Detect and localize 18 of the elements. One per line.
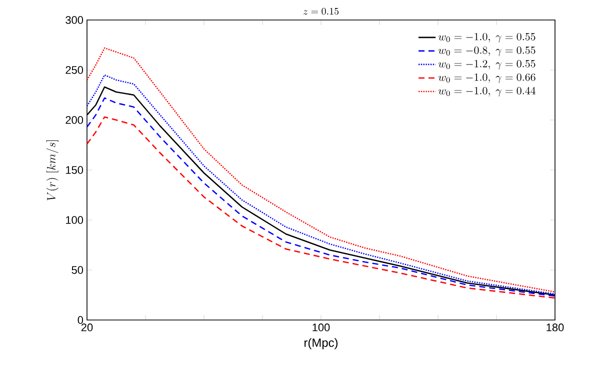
legend-label: $w_0 = -1.0,\ \gamma = 0.44$ [438, 86, 536, 97]
y-tick-label: 150 [66, 166, 84, 174]
y-tick-label: 300 [66, 16, 84, 24]
y-tick-label: 0 [78, 316, 84, 324]
legend-label: $w_0 = -1.0,\ \gamma = 0.55$ [438, 32, 536, 43]
y-tick-label: 250 [66, 66, 84, 74]
y-tick-label: 200 [66, 116, 84, 124]
y-axis-title: $V(r)\ [km/s]$ [46, 140, 58, 200]
legend-label: $w_0 = -1.0,\ \gamma = 0.66$ [438, 73, 536, 84]
chart-title: $z = 0.15$ [303, 8, 339, 15]
y-tick-label: 50 [72, 266, 84, 274]
legend-label: $w_0 = -1.2,\ \gamma = 0.55$ [438, 60, 536, 70]
x-tick-label: 20 [81, 324, 93, 332]
x-axis-title: r(Mpc) [304, 338, 338, 350]
x-tick-label: 100 [312, 324, 330, 332]
x-tick-label: 180 [546, 324, 564, 332]
legend-label: $w_0 = -0.8,\ \gamma = 0.55$ [438, 46, 536, 56]
y-tick-label: 100 [66, 216, 84, 224]
